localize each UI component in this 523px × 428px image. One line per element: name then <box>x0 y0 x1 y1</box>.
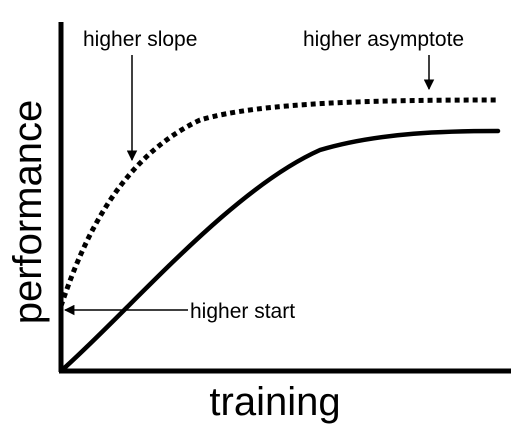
improved-curve <box>58 97 499 307</box>
baseline-curve <box>58 128 501 374</box>
higher-slope-label: higher slope <box>83 28 197 51</box>
x-axis-label: training <box>209 380 340 424</box>
y-axis-label: performance <box>6 100 50 325</box>
higher-asymptote-label: higher asymptote <box>303 28 464 51</box>
higher-start-label: higher start <box>190 300 295 323</box>
